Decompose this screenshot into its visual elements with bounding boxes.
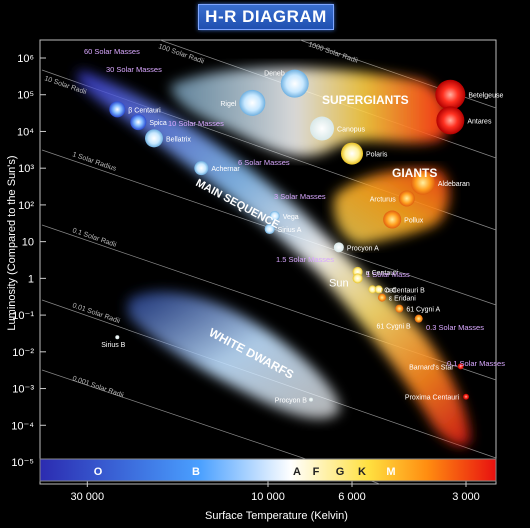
- star-label: Betelgeuse: [468, 93, 503, 100]
- star-marker: [457, 363, 464, 370]
- star-marker: [368, 285, 377, 294]
- spectral-class-bar: [39, 458, 497, 482]
- star-label: Polaris: [366, 152, 388, 159]
- x-tick-label: 30 000: [70, 491, 104, 503]
- mass-label: 30 Solar Masses: [106, 65, 162, 74]
- star-label: α Centauri: [366, 270, 399, 277]
- mass-label: 0.3 Solar Masses: [426, 323, 484, 332]
- star-marker: [280, 69, 309, 98]
- spectral-class-f: F: [313, 466, 320, 478]
- star-label: Canopus: [337, 127, 366, 134]
- star-marker: [264, 224, 275, 235]
- mass-label: 10 Solar Masses: [168, 119, 224, 128]
- y-tick-label: 10²: [18, 200, 34, 212]
- spectral-class-m: M: [386, 466, 395, 478]
- star-marker: [145, 129, 163, 148]
- mass-label: 3 Solar Masses: [274, 192, 326, 201]
- star-label: Sirius B: [101, 342, 125, 349]
- star-marker: [383, 210, 402, 229]
- x-ticks: 30 000 10 000 6 000 3 000: [70, 481, 480, 503]
- star-label: Procyon A: [347, 245, 379, 252]
- star-label: Bellatrix: [166, 136, 191, 143]
- y-tick-label: 10⁻⁴: [11, 420, 34, 432]
- star-label: Procyon B: [275, 398, 308, 405]
- y-tick-label: 10⁵: [17, 90, 34, 102]
- star-label: Achernar: [211, 166, 240, 173]
- x-axis-title: Surface Temperature (Kelvin): [205, 510, 348, 522]
- star-marker: [341, 142, 364, 165]
- star-marker: [269, 210, 280, 221]
- star-marker: [109, 101, 126, 118]
- spectral-class-a: A: [293, 466, 301, 478]
- star-marker: [239, 89, 266, 116]
- y-axis-title: Luminosity (Compared to the Sun's): [6, 155, 18, 331]
- mass-label: 1.5 Solar Masses: [276, 255, 334, 264]
- star-marker: [436, 106, 465, 135]
- y-tick-label: 10³: [18, 163, 34, 175]
- x-tick-label: 6 000: [338, 491, 366, 503]
- mass-label: 1 Solar Mass: [366, 270, 410, 279]
- star-label: Spica: [149, 120, 167, 127]
- star-marker: [398, 190, 415, 207]
- star-marker: [115, 335, 120, 340]
- star-marker: [395, 304, 404, 313]
- y-tick-label: 10⁴: [17, 126, 34, 138]
- star-marker: [374, 285, 383, 294]
- star-label: Proxima Centauri: [405, 395, 460, 402]
- star-label: Pollux: [404, 218, 424, 225]
- star-marker: [410, 170, 435, 195]
- star-marker: [352, 273, 363, 284]
- star-label: Antares: [467, 118, 492, 125]
- x-tick-label: 10 000: [251, 491, 285, 503]
- star-label: α Centauri B: [386, 287, 425, 294]
- star-label: Sirius A: [278, 227, 302, 234]
- star-marker: [435, 79, 466, 110]
- star-label: τ Ceti: [379, 287, 397, 294]
- star-marker: [463, 393, 470, 400]
- star-marker: [310, 116, 335, 141]
- star-label: Vega: [283, 214, 299, 221]
- y-tick-label: 10: [22, 237, 34, 249]
- x-tick-label: 3 000: [452, 491, 480, 503]
- y-tick-label: 10⁻⁵: [11, 457, 34, 469]
- star-marker: [130, 114, 147, 131]
- star-label: Barnard's Star: [409, 364, 454, 371]
- star-marker: [194, 161, 209, 176]
- y-tick-label: 10⁶: [17, 53, 34, 65]
- spectral-class-o: O: [94, 466, 103, 478]
- star-marker: [308, 397, 313, 402]
- star-label: ε Eridani: [389, 296, 416, 303]
- spectral-class-g: G: [336, 466, 345, 478]
- spectral-class-b: B: [192, 466, 200, 478]
- spectral-class-k: K: [358, 466, 366, 478]
- mass-label: 60 Solar Masses: [84, 47, 140, 56]
- star-marker: [378, 293, 386, 302]
- y-tick-label: 10⁻³: [12, 384, 34, 396]
- star-marker: [414, 314, 423, 323]
- region-label: SUPERGIANTS: [322, 93, 409, 107]
- star-label: Arcturus: [370, 196, 397, 203]
- region-label: GIANTS: [392, 166, 437, 180]
- star-label: 61 Cygni A: [406, 307, 440, 314]
- y-tick-label: 10⁻¹: [12, 310, 34, 322]
- chart-title: H-R DIAGRAM: [198, 4, 334, 30]
- star-label: Rigel: [220, 101, 236, 108]
- mass-label: 6 Solar Masses: [238, 158, 290, 167]
- stars: [109, 69, 470, 402]
- star-label: β Centauri: [128, 107, 161, 114]
- star-label: Deneb: [264, 71, 285, 78]
- y-tick-label: 1: [28, 273, 34, 285]
- star-label: Sun: [329, 277, 349, 289]
- star-label: Aldebaran: [438, 181, 470, 188]
- supergiants-band: [170, 67, 449, 157]
- star-label: 61 Cygni B: [376, 324, 411, 331]
- white-dwarfs-band: [128, 291, 340, 419]
- y-ticks: 10⁶ 10⁵ 10⁴ 10³ 10² 10 1 10⁻¹ 10⁻² 10⁻³ 10⁻⁴ 10⁻⁵: [11, 53, 46, 469]
- y-tick-label: 10⁻²: [12, 347, 34, 359]
- star-marker: [333, 242, 344, 253]
- mass-label: 0.1 Solar Masses: [447, 359, 505, 368]
